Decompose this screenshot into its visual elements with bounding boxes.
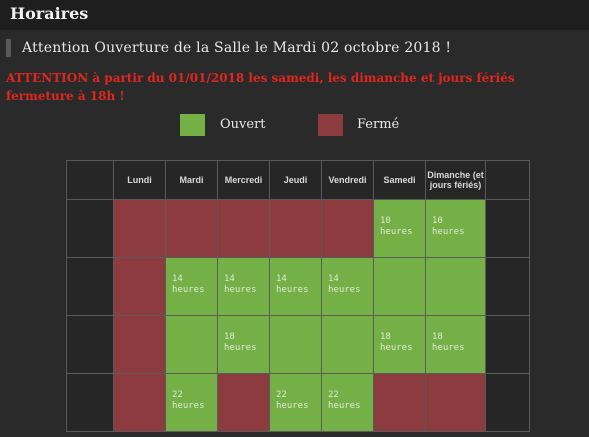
slot-closed	[321, 199, 374, 258]
slot-hours: 14 heures	[224, 274, 257, 295]
slot-open	[165, 315, 218, 374]
row-extra-cell	[485, 257, 530, 316]
slot-hours: 10 heures	[380, 216, 413, 237]
opening-notice: Attention Ouverture de la Salle le Mardi…	[6, 38, 451, 58]
legend-closed-label: Fermé	[357, 117, 400, 132]
slot-open	[321, 315, 374, 374]
slot-hours: 14 heures	[172, 274, 205, 295]
slot-closed	[373, 373, 426, 432]
schedule-row: 10 heures 10 heures	[66, 199, 530, 258]
slot-hours: 14 heures	[276, 274, 309, 295]
slot-open: 18 heures	[373, 315, 426, 374]
notice-marker	[6, 39, 11, 57]
legend-closed-swatch	[318, 114, 343, 136]
notice-text: Attention Ouverture de la Salle le Mardi…	[22, 40, 452, 56]
row-label-cell	[66, 257, 114, 316]
slot-closed	[269, 199, 322, 258]
slot-closed	[165, 199, 218, 258]
slot-open: 22 heures	[321, 373, 374, 432]
slot-closed	[113, 199, 166, 258]
schedule-table: Lundi Mardi Mercredi Jeudi Vendredi Same…	[66, 160, 530, 432]
schedule-row: 14 heures 14 heures 14 heures 14 heures	[66, 257, 530, 316]
header-day: Samedi	[373, 160, 426, 200]
legend: Ouvert Fermé	[0, 114, 589, 136]
slot-hours: 14 heures	[328, 274, 361, 295]
legend-open-swatch	[180, 114, 205, 136]
slot-closed	[425, 373, 486, 432]
header-corner	[66, 160, 114, 200]
slot-closed	[217, 373, 270, 432]
schedule-header-row: Lundi Mardi Mercredi Jeudi Vendredi Same…	[66, 160, 530, 200]
slot-open: 14 heures	[269, 257, 322, 316]
schedule-row: 18 heures 18 heures 18 heures	[66, 315, 530, 374]
row-extra-cell	[485, 315, 530, 374]
slot-open: 10 heures	[425, 199, 486, 258]
row-extra-cell	[485, 199, 530, 258]
row-label-cell	[66, 199, 114, 258]
slot-hours: 22 heures	[172, 390, 205, 411]
slot-hours: 10 heures	[432, 216, 465, 237]
row-label-cell	[66, 315, 114, 374]
schedule-row: 22 heures 22 heures 22 heures	[66, 373, 530, 432]
slot-open	[269, 315, 322, 374]
slot-hours: 22 heures	[328, 390, 361, 411]
slot-hours: 18 heures	[224, 332, 257, 353]
slot-closed	[217, 199, 270, 258]
slot-open: 14 heures	[321, 257, 374, 316]
header-day: Jeudi	[269, 160, 322, 200]
header-day: Lundi	[113, 160, 166, 200]
row-extra-cell	[485, 373, 530, 432]
legend-open-label: Ouvert	[220, 117, 266, 132]
slot-open: 10 heures	[373, 199, 426, 258]
header-day: Vendredi	[321, 160, 374, 200]
header-day: Mercredi	[217, 160, 270, 200]
slot-open: 14 heures	[217, 257, 270, 316]
slot-open: 14 heures	[165, 257, 218, 316]
slot-hours: 18 heures	[432, 332, 465, 353]
closing-warning: ATTENTION à partir du 01/01/2018 les sam…	[6, 71, 515, 103]
slot-closed	[113, 373, 166, 432]
header-extra	[485, 160, 530, 200]
slot-open	[425, 257, 486, 316]
slot-hours: 22 heures	[276, 390, 309, 411]
header-day: Mardi	[165, 160, 218, 200]
slot-open: 22 heures	[269, 373, 322, 432]
page-header: Horaires	[0, 0, 589, 30]
row-label-cell	[66, 373, 114, 432]
slot-open: 18 heures	[217, 315, 270, 374]
page-title: Horaires	[10, 4, 89, 23]
slot-open	[373, 257, 426, 316]
slot-closed	[113, 315, 166, 374]
slot-closed	[113, 257, 166, 316]
header-day: Dimanche (et jours fériés)	[425, 160, 486, 200]
slot-open: 18 heures	[425, 315, 486, 374]
slot-open: 22 heures	[165, 373, 218, 432]
slot-hours: 18 heures	[380, 332, 413, 353]
